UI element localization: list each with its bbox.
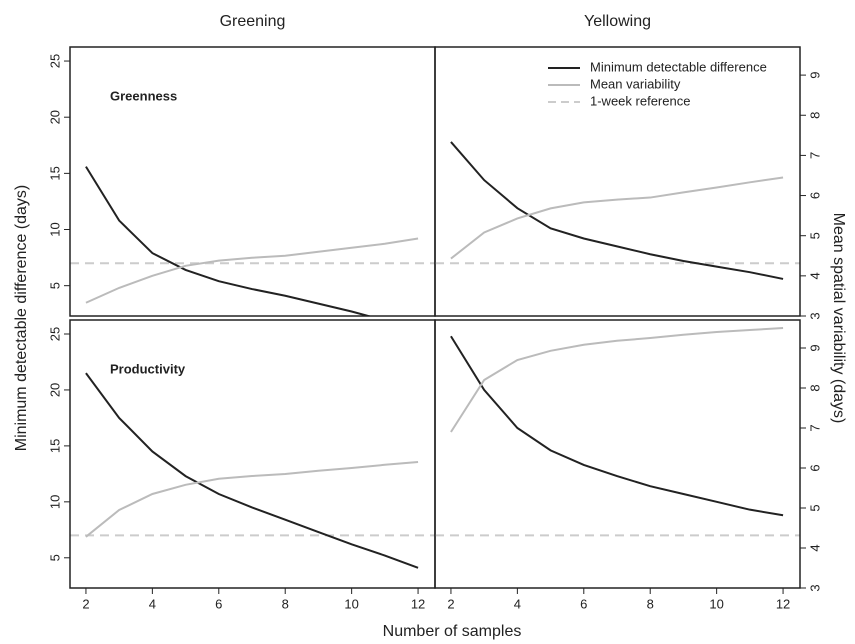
y2-tick-label: 5 [807,232,822,239]
y2-tick-label: 7 [807,424,822,431]
y-tick-label: 15 [47,166,62,180]
y2-tick-label: 3 [807,312,822,319]
y-tick-label: 10 [47,495,62,509]
x-tick-label: 8 [282,596,289,611]
y-axis-label: Minimum detectable difference (days) [13,185,30,452]
legend-label: Minimum detectable difference [590,59,767,74]
y-tick-label: 5 [47,282,62,289]
x-tick-label: 8 [647,596,654,611]
y2-tick-label: 8 [807,112,822,119]
panel-plot [435,327,800,537]
y-tick-label: 25 [47,327,62,341]
series-line [85,461,419,538]
y2-tick-label: 7 [807,152,822,159]
panel-plot [435,141,800,280]
panel-frame [69,319,436,589]
panel-plot [70,372,435,569]
y-tick-label: 5 [47,554,62,561]
y2-tick-label: 4 [807,544,822,551]
panel-annotation: Productivity [110,361,186,376]
series-line [450,176,784,260]
x-tick-label: 6 [580,596,587,611]
x-tick-label: 4 [149,596,156,611]
column-title: Yellowing [584,13,651,30]
legend-label: Mean variability [590,76,681,91]
column-title: Greening [220,13,286,30]
y-tick-label: 20 [47,110,62,124]
series-line [450,141,784,280]
panel-frame [434,319,801,589]
panel-frame [434,46,801,317]
panel-annotation: Greenness [110,88,177,103]
y-tick-label: 15 [47,439,62,453]
series-line [85,237,419,304]
x-tick-label: 12 [411,596,425,611]
y-tick-label: 25 [47,54,62,68]
series-line [85,166,373,316]
y2-tick-label: 8 [807,384,822,391]
x-tick-label: 2 [447,596,454,611]
panel-frame [69,46,436,317]
y2-tick-label: 4 [807,272,822,279]
panel-plot [70,166,435,316]
y-tick-label: 20 [47,383,62,397]
x-tick-label: 10 [709,596,723,611]
y-tick-label: 10 [47,222,62,236]
y2-tick-label: 9 [807,71,822,78]
x-tick-label: 2 [82,596,89,611]
y2-tick-label: 6 [807,192,822,199]
y2-tick-label: 6 [807,464,822,471]
x-tick-label: 10 [344,596,358,611]
y2-tick-label: 3 [807,584,822,591]
series-line [85,372,419,569]
legend-label: 1-week reference [590,93,690,108]
y2-axis-label: Mean spatial variability (days) [830,213,847,424]
series-line [450,335,784,517]
x-axis-label: Number of samples [383,623,522,640]
x-tick-label: 6 [215,596,222,611]
y2-tick-label: 9 [807,344,822,351]
x-tick-label: 4 [514,596,521,611]
x-tick-label: 12 [776,596,790,611]
y2-tick-label: 5 [807,504,822,511]
series-line [450,327,784,433]
